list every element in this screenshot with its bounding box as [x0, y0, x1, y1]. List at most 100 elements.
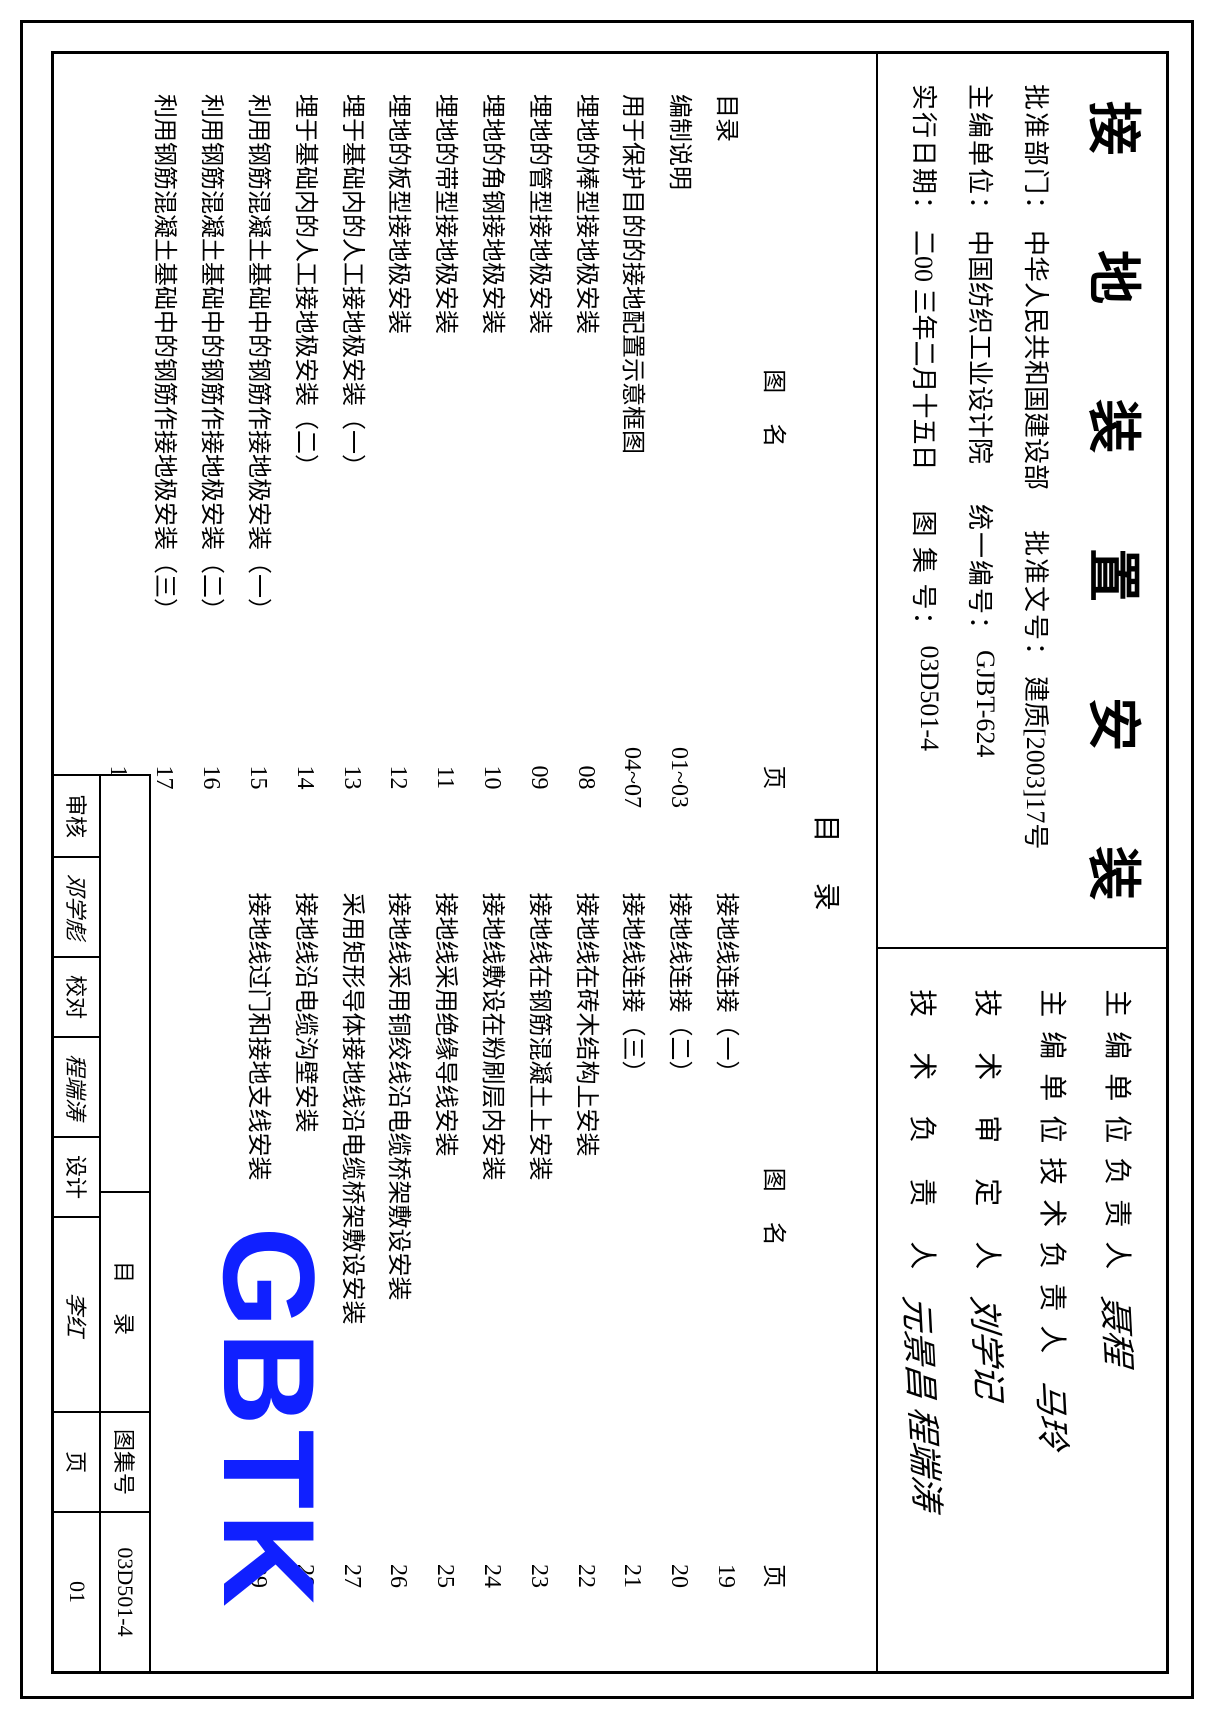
signature: 刘学记: [962, 1295, 1016, 1402]
col-header-page: 页: [759, 1521, 794, 1631]
toc-item-name: 利用钢筋混凝土基础中的钢筋作接地极安装（一）: [234, 94, 281, 723]
toc-title: 目录: [808, 94, 848, 1631]
footer-sheji-label: 设计: [54, 1136, 102, 1216]
toc-item-name: 接地线连接（二）: [655, 893, 702, 1522]
toc-item: 接地线连接（二）20: [655, 893, 702, 1632]
toc-item-name: 利用钢筋混凝土基础中的钢筋作接地极安装（二）: [187, 94, 234, 723]
toc-item-name: 埋地的角钢接地极安装: [468, 94, 515, 723]
toc-item-page: 04~07: [609, 723, 656, 833]
toc-item: 利用钢筋混凝土基础中的钢筋作接地极安装（三）17: [141, 94, 188, 833]
toc-item: 埋地的棒型接地极安装08: [562, 94, 609, 833]
toc-item-name: [94, 94, 141, 723]
toc-item-page: 24: [468, 1521, 515, 1631]
signature: 元景昌 程端涛: [894, 1295, 954, 1513]
document-meta: 批准部门： 中华人民共和国建设部 批准文号： 建质[2003]17号 主编单位： 中国…: [878, 54, 1071, 947]
unicode: GJBT-624: [963, 650, 1000, 757]
footer-jiaodui-sig: 程端涛: [54, 1036, 102, 1136]
toc-item-page: 20: [655, 1521, 702, 1631]
toc-item-page: [702, 723, 749, 833]
col-header-page: 页: [759, 723, 794, 833]
toc-item-page: 11: [421, 723, 468, 833]
toc-item-name: 接地线在砖木结构上安装: [562, 893, 609, 1522]
toc-item-name: 利用钢筋混凝土基础中的钢筋作接地极安装（三）: [141, 94, 188, 723]
toc-item-name: 目录: [702, 94, 749, 723]
drawing-frame: 接 地 装 置 安 装 批准部门：中华人民共和国建设部 批准文号：建质[2003…: [51, 51, 1169, 1674]
toc-item: 接地线敷设在粉刷层内安装24: [468, 893, 515, 1632]
toc-item-page: 13: [328, 723, 375, 833]
toc-item-name: 埋于基础内的人工接地极安装（一）: [328, 94, 375, 723]
approve-no: 建质[2003]17号: [1019, 676, 1056, 849]
atlas: 03D501-4: [907, 646, 944, 751]
toc-item: 接地线采用铜绞线沿电缆桥架敷设安装26: [375, 893, 422, 1632]
toc-item-name: 埋地的板型接地极安装: [375, 94, 422, 723]
editor-label: 主编单位：: [963, 84, 1000, 224]
approve-dept-label: 批准部门：: [1019, 84, 1056, 224]
toc-item-page: 23: [515, 1521, 562, 1631]
atlas-label: 图 集 号：: [907, 511, 944, 640]
approve-no-label: 批准文号：: [1019, 530, 1056, 670]
signer-role: 主编单位技术负责人: [1035, 989, 1075, 1367]
drawing-sheet: 接 地 装 置 安 装 批准部门：中华人民共和国建设部 批准文号：建质[2003…: [20, 20, 1194, 1699]
toc-item: 利用钢筋混凝土基础中的钢筋作接地极安装（二）16: [187, 94, 234, 833]
toc-item-page: 19: [702, 1521, 749, 1631]
toc-item: 埋地的带型接地极安装11: [421, 94, 468, 833]
toc-item-page: 10: [468, 723, 515, 833]
signer-role: 技 术 负 责 人: [905, 989, 945, 1283]
toc-item: 接地线采用绝缘导线安装25: [421, 893, 468, 1632]
toc-item-page: 08: [562, 723, 609, 833]
toc-item: 用于保护目的的接地配置示意框图04~07: [609, 94, 656, 833]
footer-page: 01: [54, 1511, 102, 1671]
landscape-content: 接 地 装 置 安 装 批准部门：中华人民共和国建设部 批准文号：建质[2003…: [23, 23, 1197, 1702]
watermark: GBTK: [194, 1227, 344, 1611]
footer-page-label: 页: [54, 1411, 102, 1511]
toc-item: 编制说明01~03: [655, 94, 702, 833]
toc-item-name: 埋地的管型接地极安装: [515, 94, 562, 723]
toc-item: 利用钢筋混凝土基础中的钢筋作接地极安装（一）15: [234, 94, 281, 833]
toc-item-name: 接地线在钢筋混凝土上安装: [515, 893, 562, 1522]
footer-shenhe-sig: 邓学彪: [54, 856, 102, 956]
toc-body: 目录 图名 页 目录编制说明01~03用于保护目的的接地配置示意框图04~07埋…: [54, 54, 876, 1671]
footer-tuji-label: 图集号: [102, 1411, 150, 1511]
title-block-left: 接 地 装 置 安 装 批准部门：中华人民共和国建设部 批准文号：建质[2003…: [878, 54, 1166, 949]
col-header-name: 图名: [759, 893, 794, 1522]
toc-item-page: 12: [375, 723, 422, 833]
toc-item: 埋于基础内的人工接地极安装（一）13: [328, 94, 375, 833]
signer-role: 技 术 审 定 人: [970, 989, 1010, 1283]
footer-name: 目录: [102, 1191, 150, 1411]
toc-item: 埋于基础内的人工接地极安装（二）14: [281, 94, 328, 833]
toc-item-name: 接地线采用绝缘导线安装: [421, 893, 468, 1522]
toc-item-name: 接地线采用铜绞线沿电缆桥架敷设安装: [375, 893, 422, 1522]
toc-item-name: 接地线连接（三）: [609, 893, 656, 1522]
unicode-label: 统一编号：: [963, 504, 1000, 644]
date-label: 实行日期：: [907, 84, 944, 224]
toc-item: 目录: [702, 94, 749, 833]
toc-item-name: 埋地的棒型接地极安装: [562, 94, 609, 723]
date: 二00 三年二月十五日: [907, 230, 944, 471]
toc-item-page: 16: [187, 723, 234, 833]
toc-left-column: 图名 页 目录编制说明01~03用于保护目的的接地配置示意框图04~07埋地的棒…: [94, 94, 794, 833]
editor: 中国纺织工业设计院: [963, 230, 1000, 464]
toc-item: 接地线连接（一）19: [702, 893, 749, 1632]
toc-item-name: 接地线连接（一）: [702, 893, 749, 1522]
col-header-name: 图名: [759, 94, 794, 723]
approve-dept: 中华人民共和国建设部: [1019, 230, 1056, 490]
toc-item-page: 22: [562, 1521, 609, 1631]
signature: 马玲: [1028, 1379, 1080, 1452]
toc-item-page: 14: [281, 723, 328, 833]
toc-item: 埋地的板型接地极安装12: [375, 94, 422, 833]
signature: 聂程: [1093, 1295, 1145, 1368]
toc-item: 18: [94, 94, 141, 833]
toc-item-name: 用于保护目的的接地配置示意框图: [609, 94, 656, 723]
toc-item: 接地线连接（三）21: [609, 893, 656, 1632]
title-block: 接 地 装 置 安 装 批准部门：中华人民共和国建设部 批准文号：建质[2003…: [876, 54, 1166, 1671]
footer-sheji-sig: 李红: [54, 1216, 102, 1411]
toc-item: 埋地的管型接地极安装09: [515, 94, 562, 833]
toc-item-name: 埋地的带型接地极安装: [421, 94, 468, 723]
toc-item: 接地线在砖木结构上安装22: [562, 893, 609, 1632]
signer-role: 主编单位负责人: [1100, 989, 1140, 1283]
toc-item-page: 01~03: [655, 723, 702, 833]
toc-item-page: 25: [421, 1521, 468, 1631]
toc-item: 埋地的角钢接地极安装10: [468, 94, 515, 833]
title-block-right: 主编单位负责人聂程 主编单位技术负责人马玲 技 术 审 定 人刘学记 技 术 负…: [878, 949, 1166, 1671]
footer-jiaodui-label: 校对: [54, 956, 102, 1036]
